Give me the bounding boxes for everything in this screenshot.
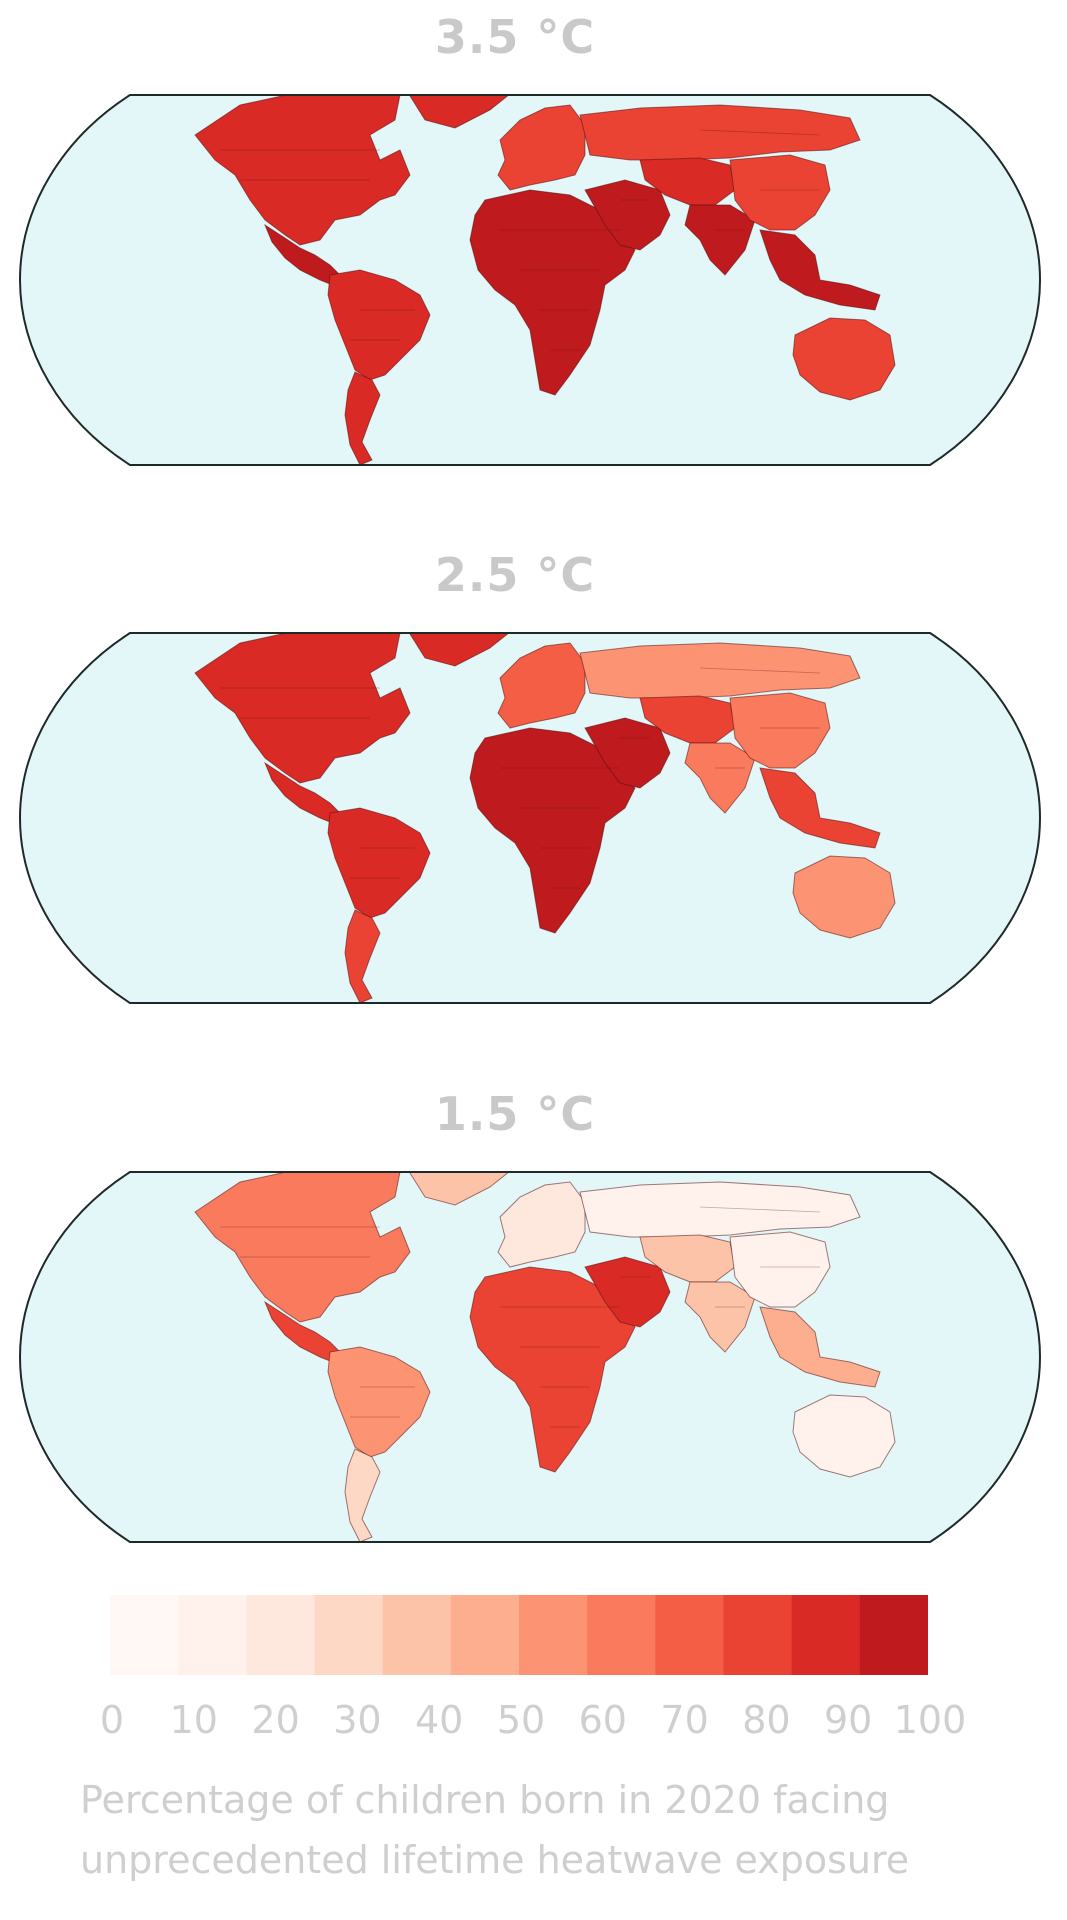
region-russia (579, 642, 861, 699)
colorbar-segment (655, 1595, 725, 1675)
region-greenland (404, 633, 522, 667)
colorbar-tick-label: 60 (578, 1698, 627, 1742)
map-frame (18, 632, 1042, 1004)
region-australia (792, 1394, 896, 1478)
region-east-asia (729, 692, 831, 769)
colorbar-tick-label: 70 (660, 1698, 709, 1742)
region-southern-cone (344, 371, 381, 465)
map-frame (18, 94, 1042, 466)
map-title-3-5: 3.5 °C (434, 10, 596, 64)
region-north-america (194, 1172, 411, 1323)
world-map-3-5 (18, 94, 1042, 466)
colorbar-segment (110, 1595, 179, 1675)
colorbar-tick-label: 80 (742, 1698, 791, 1742)
colorbar-segment (314, 1595, 384, 1675)
region-europe (497, 642, 586, 729)
region-russia (579, 104, 861, 161)
region-middle-east (584, 179, 671, 251)
region-south-asia (684, 204, 756, 276)
region-south-america (327, 269, 431, 381)
border-line (699, 667, 821, 674)
colorbar-caption-line1: Percentage of children born in 2020 faci… (80, 1778, 890, 1822)
colorbar-segment (587, 1595, 656, 1675)
region-north-america (194, 95, 411, 246)
region-southeast-asia (759, 229, 881, 311)
colorbar-tick-label: 40 (415, 1698, 464, 1742)
colorbar-caption-line2: unprecedented lifetime heatwave exposure (80, 1838, 910, 1882)
region-greenland (404, 95, 522, 129)
region-south-america (327, 807, 431, 919)
region-north-america (194, 633, 411, 784)
colorbar-segment (382, 1595, 452, 1675)
colorbar-tick-label: 10 (169, 1698, 218, 1742)
colorbar-segment (450, 1595, 520, 1675)
map-title-2-5: 2.5 °C (434, 548, 596, 602)
land-regions (194, 95, 896, 465)
region-europe (497, 104, 586, 191)
colorbar-tick-label: 0 (99, 1698, 125, 1742)
border-line (699, 129, 821, 136)
colorbar (110, 1595, 928, 1675)
land-regions (194, 1172, 896, 1542)
colorbar-tick-label: 30 (333, 1698, 382, 1742)
colorbar-tick-label: 20 (251, 1698, 300, 1742)
region-southeast-asia (759, 1306, 881, 1388)
colorbar-segment (519, 1595, 588, 1675)
region-middle-east (584, 717, 671, 789)
colorbar-segment (178, 1595, 247, 1675)
colorbar-caption: Percentage of children born in 2020 faci… (80, 1770, 1040, 1890)
map-frame (18, 1171, 1042, 1543)
colorbar-segment (246, 1595, 316, 1675)
colorbar-segment (859, 1595, 928, 1675)
region-south-america (327, 1346, 431, 1458)
world-map-2-5 (18, 632, 1042, 1004)
colorbar-tick-label: 50 (496, 1698, 546, 1742)
map-title-1-5: 1.5 °C (434, 1087, 596, 1141)
region-east-asia (729, 1231, 831, 1308)
region-middle-east (584, 1256, 671, 1328)
colorbar-segment (791, 1595, 861, 1675)
region-australia (792, 855, 896, 939)
border-line (699, 1206, 821, 1213)
region-south-asia (684, 742, 756, 814)
colorbar-tick-label: 90 (824, 1698, 873, 1742)
region-southern-cone (344, 909, 381, 1003)
region-russia (579, 1181, 861, 1238)
region-east-asia (729, 154, 831, 231)
region-europe (497, 1181, 586, 1268)
colorbar-segment (723, 1595, 793, 1675)
region-south-asia (684, 1281, 756, 1353)
region-southeast-asia (759, 767, 881, 849)
region-southern-cone (344, 1448, 381, 1542)
land-regions (194, 633, 896, 1003)
region-greenland (404, 1172, 522, 1206)
world-map-1-5 (18, 1171, 1042, 1543)
colorbar-tick-label: 100 (893, 1698, 967, 1742)
region-australia (792, 317, 896, 401)
